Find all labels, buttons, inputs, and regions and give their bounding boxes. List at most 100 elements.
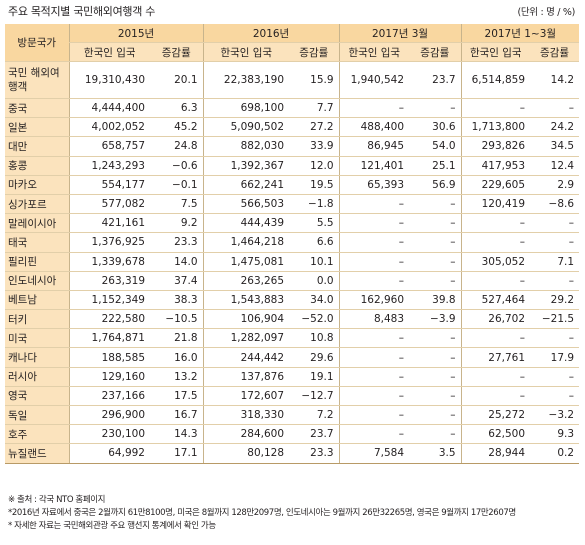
country-name: 대만 bbox=[5, 136, 69, 157]
change-rate-cell: −10.5 bbox=[150, 309, 204, 330]
arrivals-cell: 1,940,542 bbox=[338, 61, 410, 99]
change-rate-cell: 37.4 bbox=[150, 271, 204, 291]
change-rate-cell: – bbox=[409, 386, 462, 407]
arrivals-cell: 222,580 bbox=[68, 309, 150, 330]
change-rate-cell: −1.8 bbox=[289, 194, 340, 215]
change-rate-cell: 20.1 bbox=[150, 61, 204, 99]
country-name: 미국 bbox=[5, 328, 69, 349]
sub-header-arrivals: 한국인 입국 bbox=[202, 42, 290, 62]
arrivals-cell: 1,152,349 bbox=[68, 290, 150, 311]
change-rate-cell: 17.5 bbox=[150, 386, 204, 407]
change-rate-cell: – bbox=[530, 213, 580, 234]
country-name: 터키 bbox=[5, 309, 69, 330]
change-rate-cell: 19.1 bbox=[289, 367, 340, 387]
change-rate-cell: −0.1 bbox=[150, 175, 204, 195]
arrivals-cell: 882,030 bbox=[202, 136, 290, 157]
change-rate-cell: 56.9 bbox=[409, 175, 462, 195]
change-rate-cell: 3.5 bbox=[409, 443, 462, 464]
arrivals-cell: 64,992 bbox=[68, 443, 150, 464]
period-header-2015: 2015년 bbox=[68, 24, 204, 43]
footnotes: ※ 출처 : 각국 NTO 홈페이지 *2016년 자료에서 중국은 2월까지 … bbox=[8, 494, 516, 533]
change-rate-cell: 23.3 bbox=[150, 232, 204, 253]
change-rate-cell: 29.2 bbox=[530, 290, 580, 311]
change-rate-cell: −3.2 bbox=[530, 405, 580, 426]
table-row: 국민 해외여행객 19,310,430 20.1 22,383,190 15.9 1,94… bbox=[5, 61, 580, 99]
country-name: 호주 bbox=[5, 424, 69, 445]
table-row: 마카오 554,177 −0.1 662,241 19.5 65,393 56.9 229,6… bbox=[5, 175, 580, 195]
table-row: 호주 230,100 14.3 284,600 23.7– –62,500 9.3 bbox=[5, 424, 580, 445]
change-rate-cell: 9.3 bbox=[530, 424, 580, 445]
arrivals-cell: 1,764,871 bbox=[68, 328, 150, 349]
country-name: 베트남 bbox=[5, 290, 69, 311]
arrivals-cell: – bbox=[460, 98, 531, 119]
arrivals-cell: 27,761 bbox=[460, 347, 531, 368]
arrivals-cell: 4,444,400 bbox=[68, 98, 150, 119]
arrivals-cell: 129,160 bbox=[68, 367, 150, 387]
table-row: 말레이시아 421,161 9.2 444,439 5.5– – – – bbox=[5, 213, 580, 234]
change-rate-cell: – bbox=[409, 367, 462, 387]
change-rate-cell: 19.5 bbox=[289, 175, 340, 195]
arrivals-cell: 172,607 bbox=[202, 386, 290, 407]
change-rate-cell: 54.0 bbox=[409, 136, 462, 157]
arrivals-cell: 28,944 bbox=[460, 443, 531, 464]
change-rate-cell: – bbox=[409, 194, 462, 215]
change-rate-cell: 15.9 bbox=[289, 61, 340, 99]
arrivals-cell: 188,585 bbox=[68, 347, 150, 368]
country-name: 홍콩 bbox=[5, 156, 69, 176]
arrivals-cell: 444,439 bbox=[202, 213, 290, 234]
arrivals-cell: 86,945 bbox=[338, 136, 410, 157]
arrivals-cell: 1,392,367 bbox=[202, 156, 290, 176]
header-row-sub: 한국인 입국 증감률 한국인 입국 증감률 한국인 입국 증감률 한국인 입국 … bbox=[5, 42, 580, 62]
change-rate-cell: 38.3 bbox=[150, 290, 204, 311]
arrivals-cell: – bbox=[338, 213, 410, 234]
arrivals-cell: – bbox=[338, 367, 410, 387]
arrivals-cell: 121,401 bbox=[338, 156, 410, 176]
country-name: 뉴질랜드 bbox=[5, 443, 69, 464]
change-rate-cell: 24.2 bbox=[530, 117, 580, 138]
change-rate-cell: 6.3 bbox=[150, 98, 204, 119]
table-row: 홍콩 1,243,293 −0.6 1,392,367 12.0 121,401 25.1 4… bbox=[5, 156, 580, 176]
country-name: 독일 bbox=[5, 405, 69, 426]
arrivals-cell: 698,100 bbox=[202, 98, 290, 119]
arrivals-cell: – bbox=[460, 386, 531, 407]
arrivals-cell: 1,713,800 bbox=[460, 117, 531, 138]
change-rate-cell: 23.3 bbox=[289, 443, 340, 464]
table-body: 국민 해외여행객 19,310,430 20.1 22,383,190 15.9 1,94… bbox=[5, 61, 580, 464]
change-rate-cell: – bbox=[409, 328, 462, 349]
change-rate-cell: 9.2 bbox=[150, 213, 204, 234]
arrivals-cell: 263,265 bbox=[202, 271, 290, 291]
arrivals-cell: 1,339,678 bbox=[68, 252, 150, 272]
arrivals-cell: 22,383,190 bbox=[202, 61, 290, 99]
country-name: 영국 bbox=[5, 386, 69, 407]
arrivals-cell: 4,002,052 bbox=[68, 117, 150, 138]
footnote-2016: *2016년 자료에서 중국은 2월까지 61만8100명, 미국은 8월까지 … bbox=[8, 508, 516, 518]
arrivals-cell: 237,166 bbox=[68, 386, 150, 407]
arrivals-cell: 230,100 bbox=[68, 424, 150, 445]
change-rate-cell: 23.7 bbox=[409, 61, 462, 99]
arrivals-cell: – bbox=[338, 232, 410, 253]
arrivals-cell: – bbox=[338, 405, 410, 426]
sub-header-arrivals: 한국인 입국 bbox=[338, 42, 410, 62]
change-rate-cell: 7.5 bbox=[150, 194, 204, 215]
arrivals-cell: 527,464 bbox=[460, 290, 531, 311]
change-rate-cell: 17.1 bbox=[150, 443, 204, 464]
arrivals-cell: 284,600 bbox=[202, 424, 290, 445]
arrivals-cell: 1,475,081 bbox=[202, 252, 290, 272]
change-rate-cell: – bbox=[530, 386, 580, 407]
arrivals-cell: 1,543,883 bbox=[202, 290, 290, 311]
arrivals-cell: 26,702 bbox=[460, 309, 531, 330]
change-rate-cell: 7.2 bbox=[289, 405, 340, 426]
arrivals-cell: 62,500 bbox=[460, 424, 531, 445]
change-rate-cell: 34.5 bbox=[530, 136, 580, 157]
change-rate-cell: 24.8 bbox=[150, 136, 204, 157]
arrivals-cell: 25,272 bbox=[460, 405, 531, 426]
change-rate-cell: – bbox=[409, 347, 462, 368]
change-rate-cell: 5.5 bbox=[289, 213, 340, 234]
country-name: 태국 bbox=[5, 232, 69, 253]
arrivals-cell: 263,319 bbox=[68, 271, 150, 291]
arrivals-cell: 5,090,502 bbox=[202, 117, 290, 138]
table-row: 태국 1,376,925 23.3 1,464,218 6.6– – – – bbox=[5, 232, 580, 253]
change-rate-cell: 14.3 bbox=[150, 424, 204, 445]
arrivals-cell: 417,953 bbox=[460, 156, 531, 176]
country-name: 싱가포르 bbox=[5, 194, 69, 215]
